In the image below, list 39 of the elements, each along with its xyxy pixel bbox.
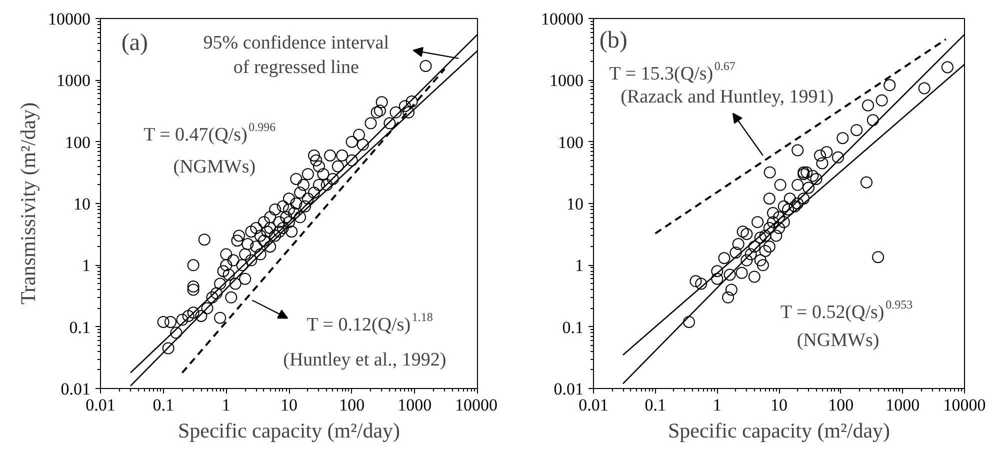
- x-tick-label: 1000: [886, 396, 920, 414]
- y-axis-title: Transmissivity (m²/day): [16, 102, 40, 305]
- x-tick-label: 10000: [455, 396, 498, 414]
- x-tick-label: 1: [222, 396, 230, 414]
- annotation: (b): [599, 27, 628, 54]
- y-tick-label: 0.01: [60, 380, 90, 398]
- y-tick-label: 1: [575, 256, 584, 276]
- x-tick-label: 0.01: [86, 396, 116, 414]
- x-tick-label: 10: [280, 396, 298, 414]
- y-tick-label: 10000: [541, 10, 584, 28]
- x-tick-label: 10000: [943, 396, 986, 414]
- x-tick-label: 100: [339, 396, 365, 414]
- x-tick-label: 1: [712, 396, 722, 414]
- y-tick-label: 100: [65, 132, 90, 152]
- annotation: (NGMWs): [796, 330, 880, 352]
- annotation: (NGMWs): [173, 156, 256, 178]
- x-tick-label: 10: [770, 396, 788, 414]
- y-tick-label: 1000: [550, 71, 584, 90]
- x-tick-label: 0.1: [644, 396, 666, 414]
- y-tick-label: 0.1: [562, 318, 584, 337]
- x-tick-label: 0.1: [152, 396, 174, 414]
- y-tick-label: 0.1: [69, 318, 90, 337]
- y-tick-label: 1000: [56, 71, 90, 90]
- y-tick-label: 100: [558, 132, 584, 152]
- x-tick-label: 0.01: [578, 396, 608, 414]
- x-axis-title: Specific capacity (m²/day): [178, 418, 400, 442]
- x-tick-label: 100: [828, 396, 854, 414]
- y-tick-label: 10: [74, 194, 90, 214]
- y-tick-label: 1: [82, 256, 90, 276]
- y-tick-label: 0.01: [554, 380, 584, 398]
- y-tick-label: 10: [566, 194, 584, 214]
- annotation: (Razack and Huntley, 1991): [620, 86, 834, 108]
- x-axis-title: Specific capacity (m²/day): [668, 418, 890, 442]
- x-tick-label: 1000: [398, 396, 432, 414]
- annotation: of regressed line: [233, 57, 359, 78]
- annotation: (Huntley et al., 1992): [283, 349, 446, 370]
- annotation: 95% confidence interval: [203, 32, 390, 54]
- y-tick-label: 10000: [48, 10, 90, 28]
- annotation: (a): [121, 30, 148, 56]
